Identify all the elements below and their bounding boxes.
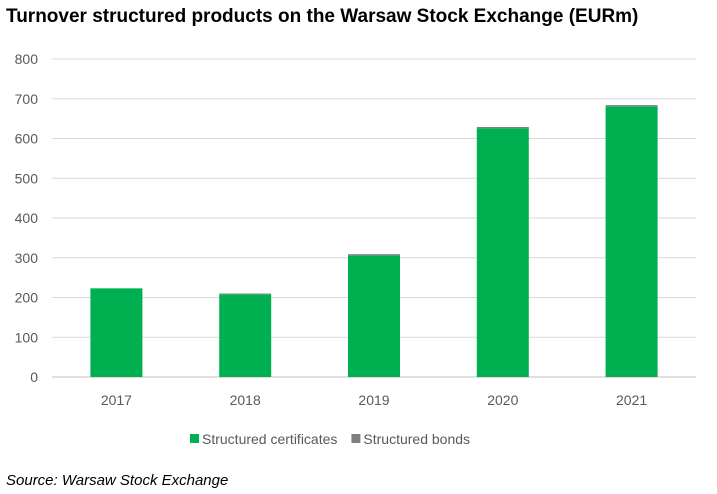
bar [90,288,143,377]
legend-label: Structured certificates [202,431,337,447]
y-tick-label: 800 [15,51,39,67]
x-tick-label: 2018 [230,392,261,408]
bar [219,293,272,295]
x-tick-label: 2021 [616,392,647,408]
y-tick-label: 200 [15,290,39,306]
bar [476,128,529,377]
bars [90,105,658,378]
legend-swatch [351,434,361,443]
x-tick-label: 2020 [487,392,518,408]
legend-swatch [190,434,199,443]
y-tick-label: 100 [15,329,39,345]
bar [476,126,529,129]
bar [605,105,658,107]
bar [219,294,272,377]
bar [348,255,400,377]
legend-label: Structured bonds [363,431,470,447]
y-tick-label: 0 [30,369,38,385]
x-axis-ticks: 2017 2018 2019 2020 2021 [101,392,648,408]
chart-title: Turnover structured products on the Wars… [6,6,639,27]
y-axis-ticks: 0 100 200 300 400 500 600 700 800 [15,51,39,385]
y-tick-label: 300 [15,250,39,266]
x-tick-label: 2017 [101,392,132,408]
y-tick-label: 600 [15,131,39,147]
bar [348,254,400,256]
y-tick-label: 500 [15,170,39,186]
source-note: Source: Warsaw Stock Exchange [6,472,229,489]
y-tick-label: 700 [15,91,39,107]
legend: Structured certificates Structured bonds [190,431,470,447]
y-tick-label: 400 [15,210,39,226]
x-tick-label: 2019 [358,392,389,408]
bar [605,106,658,378]
